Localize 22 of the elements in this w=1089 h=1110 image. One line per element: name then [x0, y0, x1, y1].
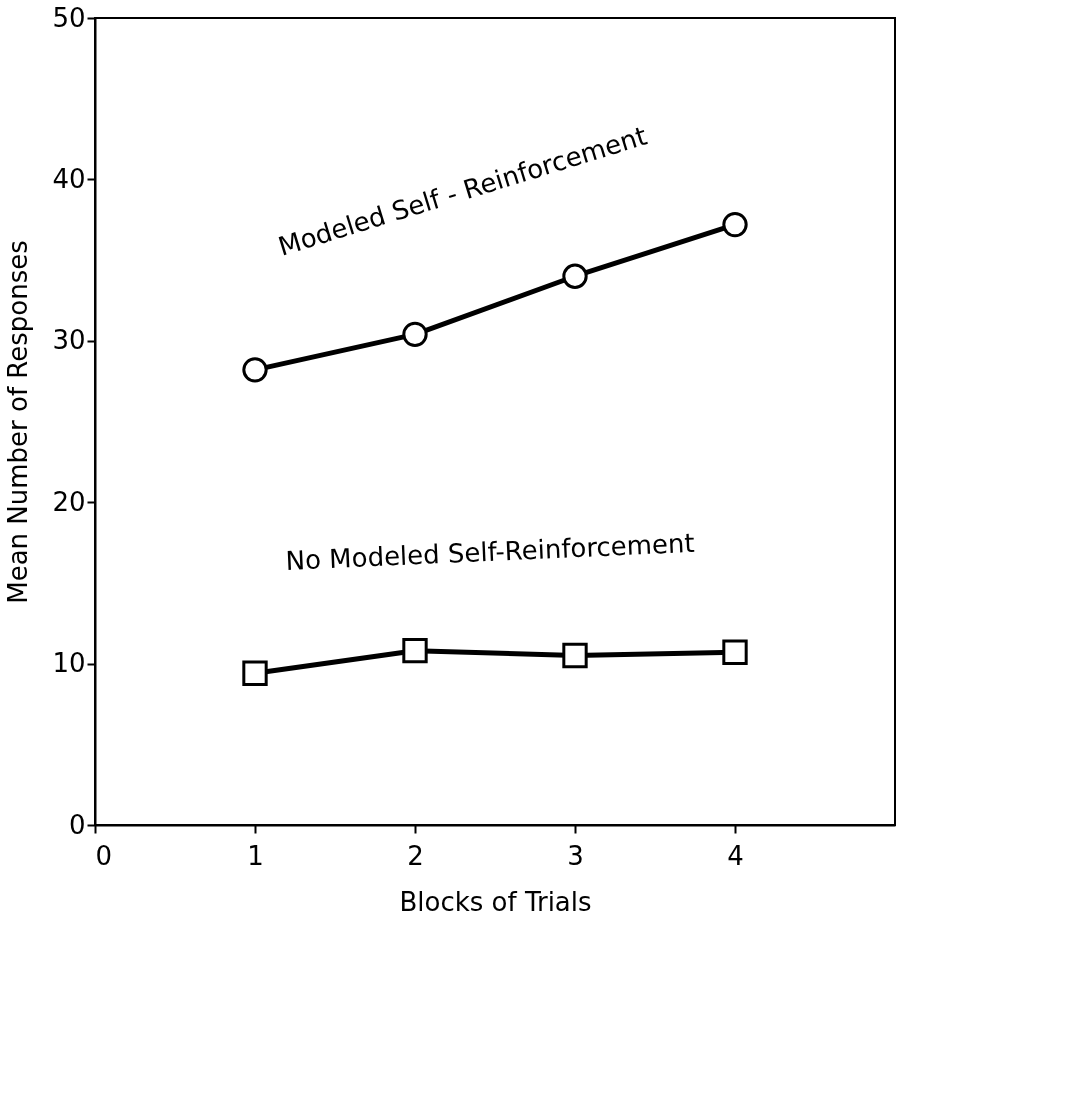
point: [722, 211, 748, 238]
x-tick-label: 2: [407, 840, 424, 871]
x-tick-label: 0: [95, 840, 113, 871]
point: [722, 639, 748, 665]
x-tick-label: 1: [247, 840, 264, 871]
y-tick-label: 30: [52, 325, 86, 356]
y-axis-title: Mean Number of Responses: [3, 240, 34, 604]
x-tick-label: 3: [567, 840, 584, 871]
point: [242, 660, 268, 686]
point: [402, 638, 428, 664]
y-tick-label: 50: [52, 2, 86, 33]
text: No Modeled Self-Reinforcement: [284, 527, 696, 576]
y-tick-label: 0: [68, 809, 86, 840]
y-tick-label: 10: [52, 648, 86, 679]
y-tick-label: 40: [52, 163, 86, 194]
x-tick-label: 4: [727, 840, 744, 871]
point: [562, 642, 588, 669]
y-tick-label: 20: [52, 486, 86, 517]
x-axis-title: Blocks of Trials: [399, 886, 592, 917]
point: [562, 263, 588, 289]
point: [402, 321, 428, 347]
point: [242, 357, 268, 383]
